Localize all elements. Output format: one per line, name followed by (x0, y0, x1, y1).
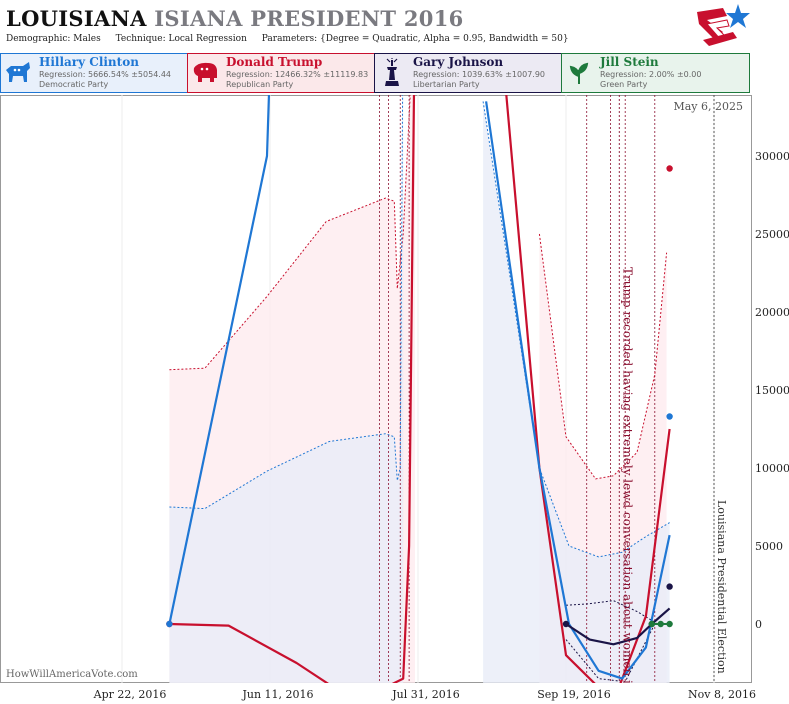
technique-label: Technique: Local Regression (115, 34, 247, 44)
clinton-confidence-band (169, 95, 404, 683)
trump-upper-bound-2 (538, 233, 668, 480)
title-state: LOUISIANA (6, 6, 147, 31)
title-ghost: ISIANA PRESIDENT 2016 (154, 6, 464, 31)
y-tick-label: 0 (755, 618, 762, 631)
candidate-card-hillary-clinton: Hillary Clinton Regression: 5666.54% ±505… (0, 53, 189, 93)
site-logo-icon (697, 4, 750, 46)
hillary-clinton-data-point (666, 413, 673, 420)
clinton-regression-line-2 (485, 101, 671, 680)
y-tick-label: 30000 (755, 150, 789, 163)
leaf-icon (562, 54, 596, 92)
donald-trump-data-point (666, 165, 673, 172)
candidate-card-gary-johnson: Gary Johnson Regression: 1039.63% ±1007.9… (374, 53, 563, 93)
annotation-label: Louisiana Presidential Election (715, 500, 728, 674)
candidate-card-donald-trump: Donald Trump Regression: 12466.32% ±11119… (187, 53, 376, 93)
candidate-card-jill-stein: Jill Stein Regression: 2.00% ±0.00 Green P… (561, 53, 750, 93)
candidate-party: Green Party (600, 80, 648, 89)
chart-header: LOUISIANA ISIANA PRESIDENT 2016 Demograp… (0, 0, 789, 52)
chart-title: LOUISIANA ISIANA PRESIDENT 2016 (6, 6, 464, 31)
jill-stein-data-point (666, 620, 673, 628)
candidate-name: Gary Johnson (413, 55, 504, 69)
x-tick-label: Apr 22, 2016 (93, 688, 167, 701)
elephant-icon (188, 54, 222, 92)
gary-johnson-data-point (562, 620, 570, 628)
x-tick-label: Jul 31, 2016 (391, 688, 460, 701)
y-tick-label: 20000 (755, 306, 789, 319)
watermark: HowWillAmericaVote.com (6, 669, 138, 680)
candidate-party: Democratic Party (39, 80, 109, 89)
donkey-icon (1, 54, 35, 92)
jill-stein-data-point (657, 620, 664, 628)
candidate-name: Donald Trump (226, 55, 323, 69)
date-label: May 6, 2025 (673, 100, 743, 113)
candidate-name: Hillary Clinton (39, 55, 139, 69)
clinton-confidence-band-2 (483, 101, 670, 683)
x-tick-label: Nov 8, 2016 (688, 688, 756, 701)
candidate-name: Jill Stein (600, 55, 659, 69)
y-tick-label: 15000 (755, 384, 789, 397)
johnson-lower-bound (565, 623, 656, 683)
parameters-label: Parameters: {Degree = Quadratic, Alpha =… (261, 34, 569, 44)
clinton-regression-line (168, 95, 271, 625)
jill-stein-data-point (648, 620, 655, 628)
y-tick-label: 10000 (755, 462, 789, 475)
chart-area: Trump recorded having extremely lewd con… (0, 95, 789, 704)
johnson-regression-line (565, 607, 671, 646)
y-tick-label: 5000 (755, 540, 783, 553)
candidate-regression: Regression: 5666.54% ±5054.44 (39, 70, 172, 79)
x-tick-label: Jun 11, 2016 (241, 688, 313, 701)
x-tick-label: Sep 19, 2016 (537, 688, 611, 701)
candidate-regression: Regression: 1039.63% ±1007.90 (413, 70, 546, 79)
y-tick-label: 25000 (755, 228, 789, 241)
statue-of-liberty-icon (375, 54, 409, 92)
clinton-upper-bound-2 (482, 101, 670, 558)
trump-upper-bound (169, 95, 411, 371)
candidate-party: Republican Party (226, 80, 294, 89)
gary-johnson-data-point (666, 583, 673, 590)
hillary-clinton-data-point (166, 620, 173, 628)
demographic-label: Demographic: Males (6, 34, 101, 44)
candidate-regression: Regression: 2.00% ±0.00 (600, 70, 702, 79)
clinton-upper-bound (169, 95, 404, 510)
candidate-regression: Regression: 12466.32% ±11119.83 (226, 70, 369, 79)
candidate-legend: Hillary Clinton Regression: 5666.54% ±505… (0, 53, 789, 93)
plot-body: Trump recorded having extremely lewd con… (6, 95, 743, 704)
johnson-upper-bound (565, 600, 659, 625)
annotation-label: Trump recorded having extremely lewd con… (620, 267, 634, 704)
trump-regression-line (169, 95, 671, 683)
candidate-party: Libertarian Party (413, 80, 480, 89)
chart-subtitle: Demographic: Males Technique: Local Regr… (6, 34, 581, 44)
